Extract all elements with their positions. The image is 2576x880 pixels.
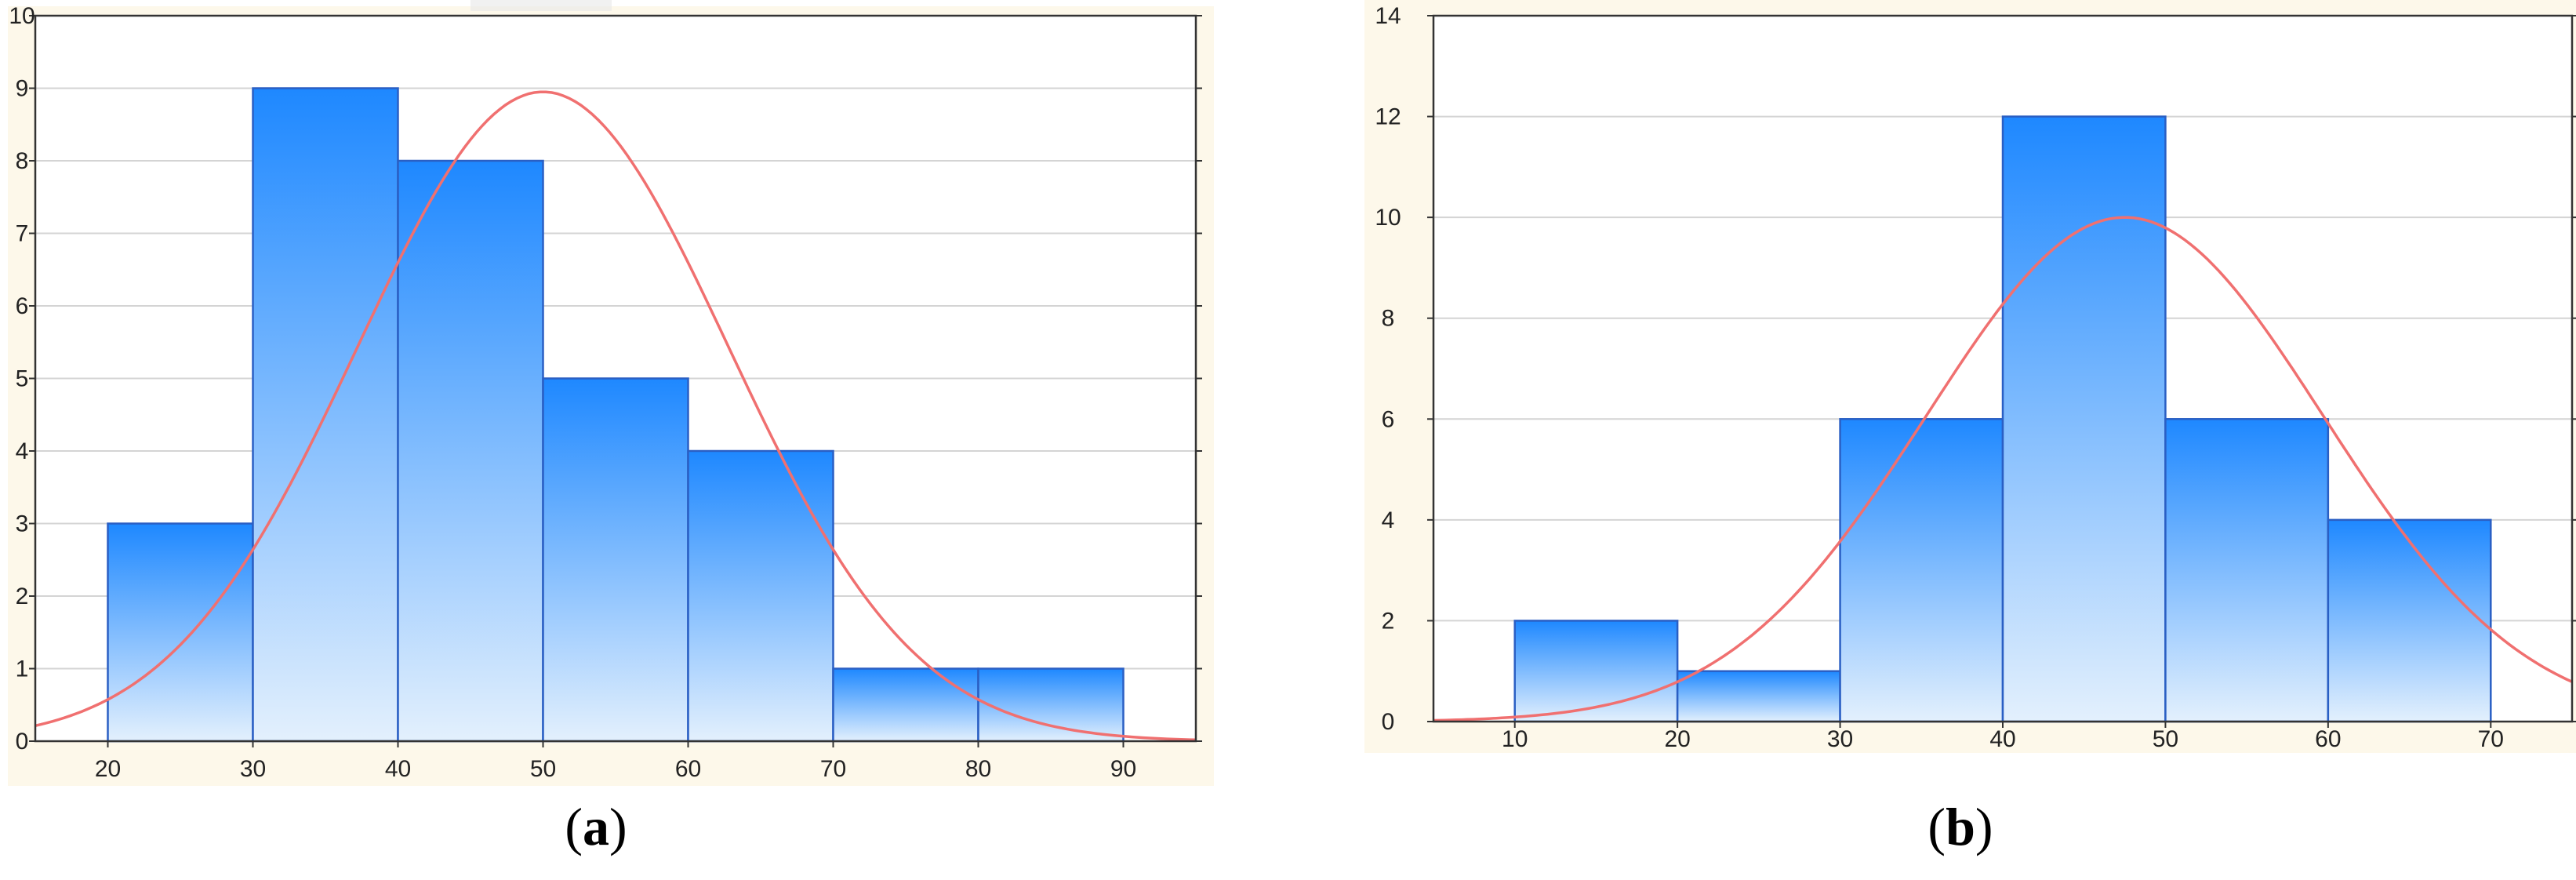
caption-a: (a) [525, 796, 667, 858]
y-tick-label: 1 [16, 656, 29, 682]
faint-title-remnant [471, 0, 612, 11]
x-tick-label: 70 [2478, 726, 2504, 752]
caption-b-label: b [1946, 797, 1975, 856]
y-tick-label: 10 [1375, 205, 1401, 231]
x-tick-label: 70 [820, 756, 846, 782]
histogram-bar [977, 667, 1125, 743]
y-tick-label: 2 [1382, 608, 1395, 634]
y-tick-label: 3 [16, 511, 29, 537]
normal-curve [35, 90, 1196, 741]
y-tick-label: 5 [16, 366, 29, 392]
histogram-bar [397, 159, 544, 743]
histogram-bar [2164, 418, 2330, 723]
y-tick-label: 8 [16, 148, 29, 174]
histogram-bar [832, 667, 979, 743]
caption-b: (b) [1890, 796, 2031, 858]
y-tick-label: 12 [1375, 104, 1401, 130]
y-tick-label: 9 [16, 76, 29, 102]
histogram-bar [1676, 670, 1841, 723]
y-tick-label: 4 [16, 438, 29, 464]
x-tick-label: 20 [95, 756, 121, 782]
histogram-bar [687, 449, 834, 743]
histogram-bar [107, 522, 254, 743]
caption-a-open: ( [565, 797, 583, 856]
histogram-bar [542, 377, 689, 743]
y-tick-label: 4 [1382, 507, 1395, 533]
x-tick-label: 60 [675, 756, 701, 782]
y-tick-label: 2 [16, 584, 29, 609]
y-tick-label: 7 [16, 221, 29, 247]
x-tick-label: 10 [1502, 726, 1528, 752]
y-tick-label: 10 [9, 3, 35, 29]
caption-b-close: ) [1975, 797, 1993, 856]
histogram-bar [1513, 620, 1679, 723]
x-tick-label: 40 [385, 756, 411, 782]
caption-a-close: ) [609, 797, 627, 856]
x-tick-label: 30 [240, 756, 266, 782]
histogram-bar [2327, 518, 2492, 723]
y-tick-label: 6 [16, 293, 29, 319]
bar-group [1513, 115, 2492, 723]
histogram-panel-b: 0 2 4 6 8 10 12 14 10 20 30 40 50 60 70 [1364, 0, 2576, 753]
x-tick-label: 50 [530, 756, 556, 782]
x-tick-label: 60 [2315, 726, 2341, 752]
x-tick-label: 30 [1827, 726, 1853, 752]
normal-curve [1433, 216, 2572, 722]
x-tick-label: 40 [1989, 726, 2015, 752]
y-tick-label: 6 [1382, 406, 1395, 432]
histogram-bar [1839, 418, 2004, 723]
y-tick-label: 0 [16, 729, 29, 755]
caption-a-label: a [583, 797, 609, 856]
y-tick-label: 8 [1382, 306, 1395, 332]
caption-b-open: ( [1927, 797, 1946, 856]
histogram-panel-a: 0 1 2 3 4 5 6 7 8 9 10 20 30 40 50 60 70 80 90 [8, 0, 1214, 786]
y-tick-label: 14 [1375, 3, 1401, 29]
histogram-bar [2001, 115, 2167, 723]
x-tick-label: 50 [2153, 726, 2178, 752]
x-tick-label: 90 [1110, 756, 1136, 782]
x-tick-label: 80 [965, 756, 991, 782]
x-tick-label: 20 [1664, 726, 1690, 752]
y-tick-label: 0 [1382, 709, 1395, 735]
